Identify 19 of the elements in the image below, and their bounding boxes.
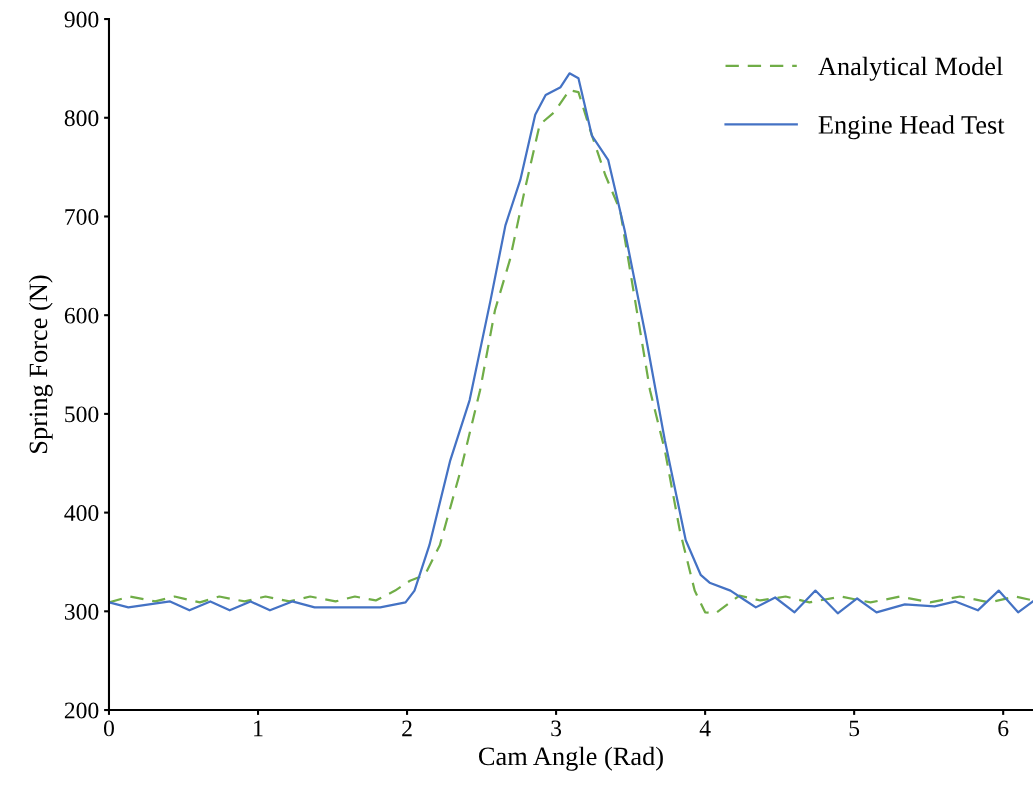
x-tick-label: 6 <box>998 720 1009 737</box>
x-tick-label: 5 <box>849 720 860 737</box>
y-tick-label: 800 <box>64 110 99 127</box>
y-tick-label: 400 <box>64 505 99 522</box>
legend-label: Engine Head Test <box>818 115 1005 140</box>
legend-label: Analytical Model <box>818 56 1003 81</box>
x-axis-title: Cam Angle (Rad) <box>478 746 663 771</box>
y-tick-label: 600 <box>64 307 99 324</box>
y-tick-label: 700 <box>65 208 99 225</box>
x-tick-label: 3 <box>551 720 562 737</box>
y-tick-label: 500 <box>65 406 99 423</box>
y-axis-title: Spring Force (N) <box>28 275 53 453</box>
x-tick-label: 0 <box>103 720 114 737</box>
y-tick-label: 900 <box>64 11 99 28</box>
y-tick-label: 200 <box>64 702 99 719</box>
y-tick-label: 300 <box>64 603 99 620</box>
x-tick-label: 1 <box>254 720 263 737</box>
x-tick-label: 4 <box>699 720 711 737</box>
x-tick-label: 2 <box>402 720 412 737</box>
